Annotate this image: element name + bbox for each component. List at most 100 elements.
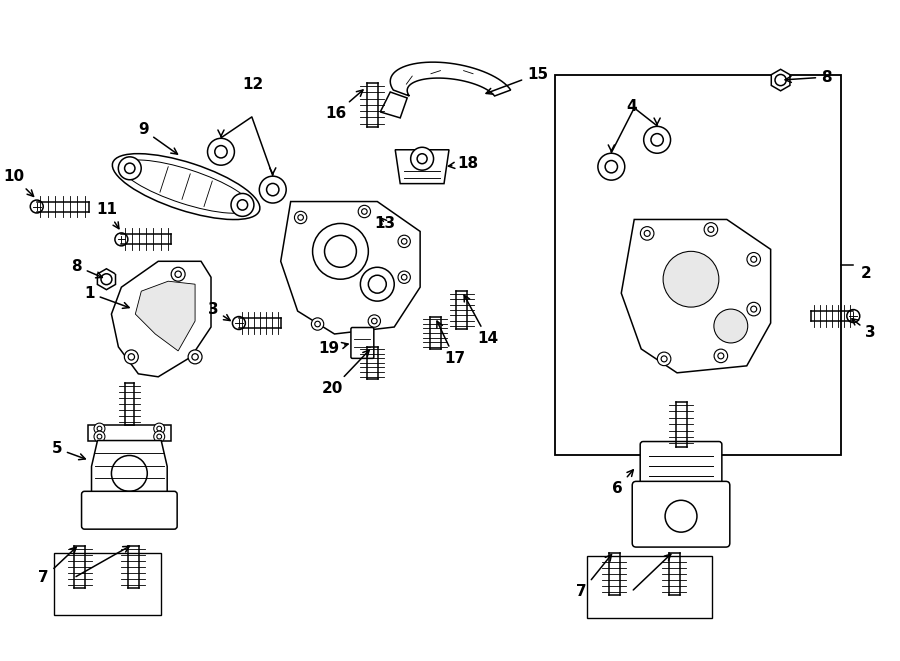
Circle shape — [94, 423, 105, 434]
Circle shape — [417, 154, 428, 164]
Circle shape — [362, 209, 367, 214]
Circle shape — [751, 306, 757, 312]
Circle shape — [368, 275, 386, 293]
Circle shape — [401, 274, 407, 280]
Circle shape — [657, 352, 670, 366]
Text: 20: 20 — [322, 350, 369, 396]
Text: 6: 6 — [612, 470, 634, 496]
Text: 2: 2 — [860, 266, 871, 281]
Circle shape — [232, 317, 246, 329]
FancyBboxPatch shape — [82, 491, 177, 529]
Polygon shape — [135, 281, 195, 351]
Bar — [588, 556, 712, 618]
Circle shape — [154, 423, 165, 434]
Circle shape — [401, 239, 407, 244]
Text: 9: 9 — [138, 122, 177, 154]
Circle shape — [747, 302, 760, 316]
Circle shape — [325, 235, 356, 267]
Polygon shape — [97, 269, 115, 290]
Text: 7: 7 — [576, 555, 611, 600]
Circle shape — [124, 163, 135, 173]
Circle shape — [847, 309, 860, 323]
Text: 14: 14 — [464, 295, 499, 346]
Circle shape — [112, 455, 148, 491]
Circle shape — [315, 321, 320, 327]
Text: 11: 11 — [96, 202, 119, 229]
Circle shape — [101, 274, 112, 285]
Circle shape — [215, 145, 227, 158]
Circle shape — [294, 212, 307, 223]
Circle shape — [188, 350, 202, 364]
Circle shape — [651, 134, 663, 146]
Circle shape — [175, 271, 181, 278]
Text: 18: 18 — [448, 156, 479, 171]
Circle shape — [747, 253, 760, 266]
Circle shape — [192, 354, 198, 360]
Circle shape — [360, 267, 394, 301]
Circle shape — [372, 318, 377, 324]
Circle shape — [775, 75, 787, 86]
Text: 16: 16 — [325, 90, 363, 122]
Circle shape — [128, 354, 134, 360]
Circle shape — [358, 206, 371, 217]
Polygon shape — [391, 62, 510, 96]
FancyBboxPatch shape — [351, 327, 374, 358]
Text: 8: 8 — [71, 258, 103, 278]
Circle shape — [97, 434, 102, 439]
Text: 8: 8 — [785, 69, 832, 85]
Circle shape — [118, 157, 141, 180]
Circle shape — [704, 223, 717, 236]
Bar — [554, 75, 842, 455]
Circle shape — [157, 426, 162, 431]
Circle shape — [644, 231, 650, 237]
Text: 7: 7 — [39, 547, 76, 586]
Text: 10: 10 — [4, 169, 33, 196]
Text: 19: 19 — [318, 342, 348, 356]
Circle shape — [31, 200, 43, 213]
Circle shape — [115, 233, 128, 246]
Polygon shape — [771, 69, 790, 91]
Polygon shape — [621, 219, 770, 373]
Circle shape — [398, 235, 410, 248]
Circle shape — [311, 318, 324, 330]
Ellipse shape — [112, 153, 260, 219]
Circle shape — [714, 309, 748, 343]
Text: 4: 4 — [626, 99, 636, 114]
Circle shape — [662, 356, 667, 362]
Circle shape — [641, 227, 654, 240]
Polygon shape — [92, 440, 167, 496]
Circle shape — [94, 431, 105, 442]
FancyBboxPatch shape — [632, 481, 730, 547]
Circle shape — [708, 227, 714, 233]
Circle shape — [663, 251, 719, 307]
Text: 17: 17 — [436, 321, 465, 366]
Bar — [54, 553, 161, 615]
Circle shape — [714, 349, 727, 363]
Bar — [87, 424, 171, 440]
Polygon shape — [381, 92, 407, 118]
Circle shape — [751, 256, 757, 262]
Circle shape — [665, 500, 697, 532]
Circle shape — [598, 153, 625, 180]
Circle shape — [208, 138, 234, 165]
Polygon shape — [281, 202, 420, 334]
Circle shape — [398, 271, 410, 284]
Circle shape — [298, 215, 303, 220]
Circle shape — [171, 267, 185, 281]
Text: 5: 5 — [51, 441, 86, 459]
Circle shape — [718, 353, 724, 359]
Circle shape — [312, 223, 368, 279]
Circle shape — [368, 315, 381, 327]
Circle shape — [644, 126, 670, 153]
Text: 3: 3 — [852, 319, 876, 340]
Circle shape — [238, 200, 248, 210]
Text: 15: 15 — [486, 67, 548, 94]
Circle shape — [124, 350, 139, 364]
Text: 1: 1 — [85, 286, 129, 308]
Circle shape — [231, 194, 254, 216]
Circle shape — [157, 434, 162, 439]
Circle shape — [605, 161, 617, 173]
FancyBboxPatch shape — [640, 442, 722, 489]
Text: 13: 13 — [374, 216, 396, 231]
Circle shape — [97, 426, 102, 431]
